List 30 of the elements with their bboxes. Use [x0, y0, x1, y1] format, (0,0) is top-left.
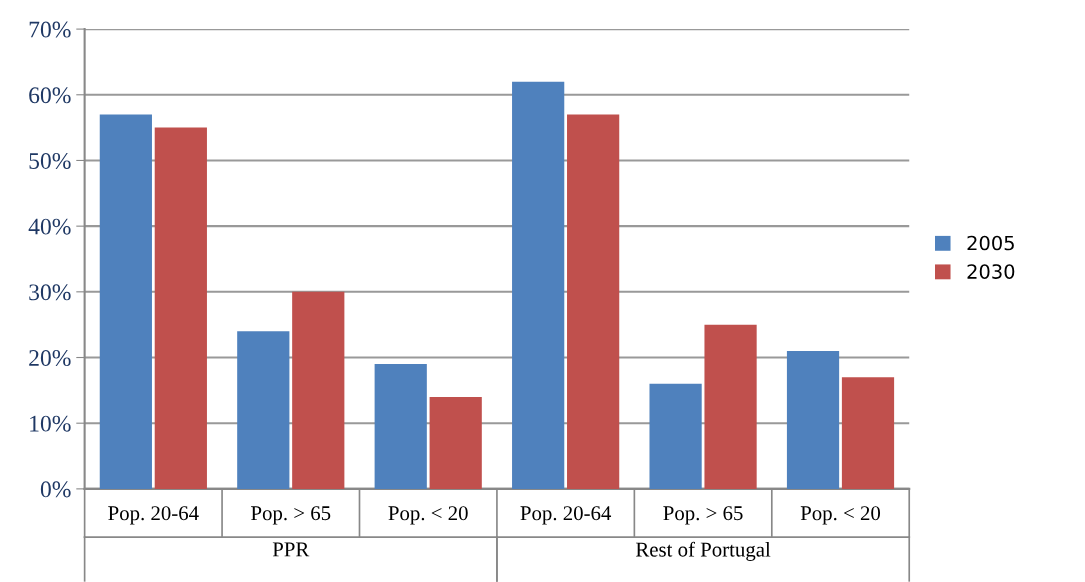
bar [786, 350, 840, 489]
bar [429, 396, 482, 489]
y-tick-label: 70% [29, 21, 71, 38]
legend-label: 2005 [967, 235, 1014, 251]
bar [374, 364, 427, 489]
text: Rest of Portugal [635, 541, 771, 561]
y-tick-label: 40% [28, 218, 71, 235]
bar [704, 324, 757, 489]
bar [292, 291, 345, 489]
bar [99, 114, 152, 489]
bar [237, 331, 290, 489]
x-tick-label: Pop. > 65 [663, 506, 743, 525]
x-tick-label: Pop. < 20 [800, 506, 881, 525]
x-tick-label: Pop. 20-64 [520, 506, 612, 525]
bar [841, 377, 895, 489]
x-tick-label: Pop. > 65 [251, 506, 331, 525]
y-tick-label: 50% [29, 152, 71, 169]
bar [154, 127, 207, 489]
y-tick-label: 20% [29, 350, 71, 367]
x-tick-label: Pop. < 20 [388, 506, 468, 525]
y-tick-label: 0% [40, 481, 71, 498]
y-tick-label: 10% [30, 415, 71, 432]
y-tick-label: 60% [29, 87, 71, 104]
y-tick-label: 30% [29, 284, 71, 301]
bar [512, 81, 565, 489]
bar [649, 383, 702, 489]
legend-label: 2030 [967, 264, 1015, 279]
bar [567, 114, 620, 489]
text: PPR [272, 542, 310, 557]
x-tick-label: Pop. 20-64 [108, 506, 199, 525]
